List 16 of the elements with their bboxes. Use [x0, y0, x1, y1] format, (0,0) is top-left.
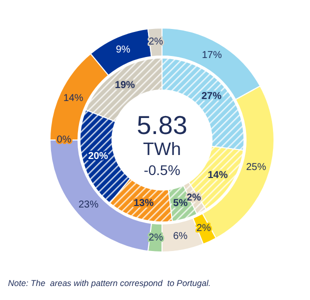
data-label: 6%	[173, 230, 188, 242]
data-label: 2%	[148, 36, 164, 48]
data-label: 9%	[116, 44, 130, 56]
data-label: 14%	[208, 170, 228, 181]
text: 5.83	[136, 110, 188, 141]
data-label: 19%	[114, 80, 136, 91]
text: -0.5%	[144, 162, 180, 178]
data-label: 5%	[173, 198, 188, 209]
data-label: 23%	[78, 199, 99, 210]
data-label: 17%	[202, 50, 222, 62]
data-label: 25%	[246, 162, 266, 173]
text: TWh	[142, 139, 182, 160]
data-label: 2%	[186, 192, 202, 204]
data-label: 27%	[202, 90, 222, 102]
text: Note: The areas with pattern correspond to Portugal.	[8, 278, 211, 288]
data-label: 14%	[63, 92, 84, 104]
